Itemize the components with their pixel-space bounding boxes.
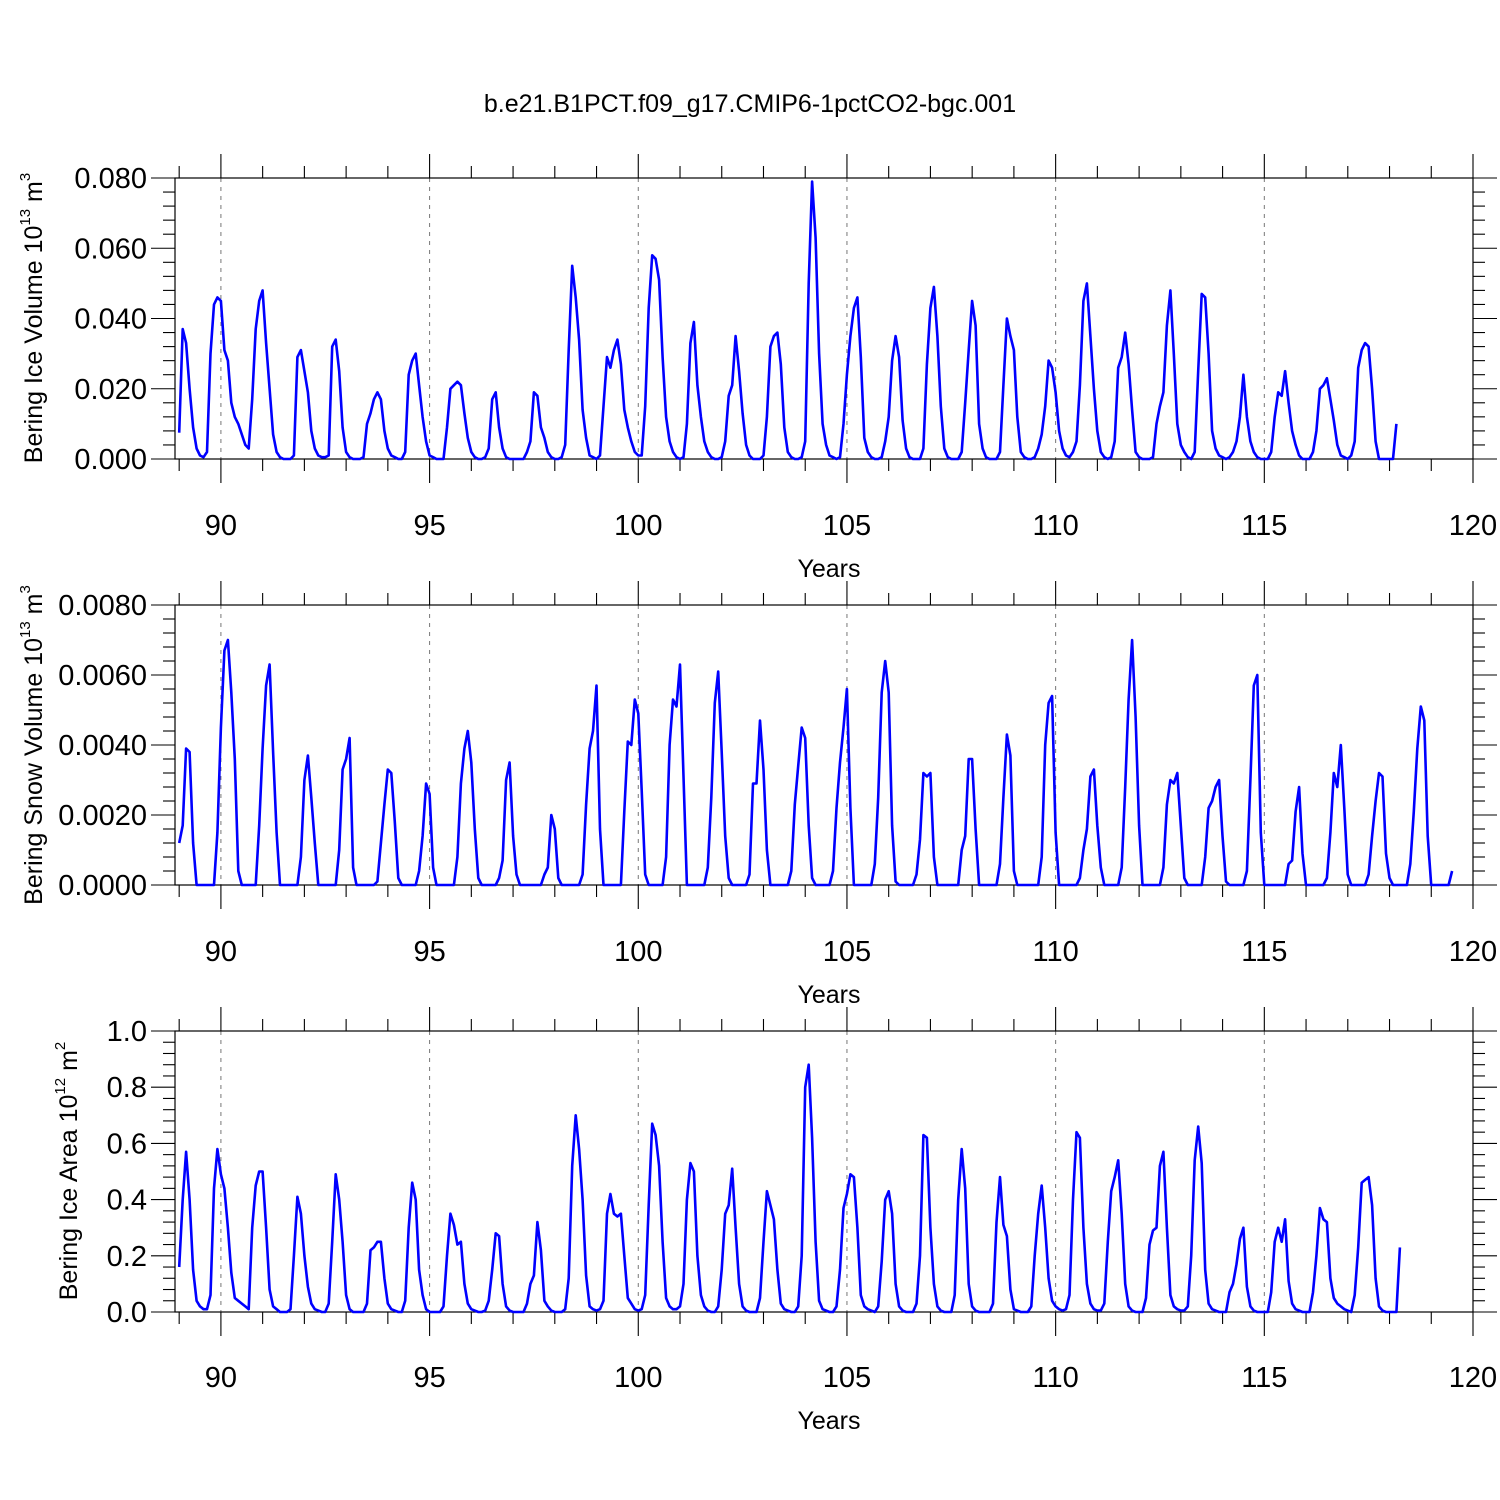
panel-1: 90 95 100 105 110 115 120 0.000 0.020 0.040 0.060 0… xyxy=(17,154,1497,583)
x-tick-label: 95 xyxy=(413,1362,445,1394)
series-line xyxy=(177,1063,1402,1314)
y-tick-label: 1.0 xyxy=(107,1016,147,1048)
x-axis-label: Years xyxy=(797,1407,860,1435)
y-tick-label: 0.8 xyxy=(107,1072,147,1104)
y-tick-label: 0.0000 xyxy=(58,870,147,902)
x-tick-label: 110 xyxy=(1033,510,1079,542)
chart-title: b.e21.B1PCT.f09_g17.CMIP6-1pctCO2-bgc.00… xyxy=(484,90,1016,118)
x-tick-label: 115 xyxy=(1241,510,1287,542)
y-tick-label: 0.000 xyxy=(74,444,147,476)
x-tick-label: 120 xyxy=(1449,936,1497,968)
x-tick-label: 110 xyxy=(1033,1362,1079,1394)
x-tick-label: 90 xyxy=(205,936,237,968)
x-tick-label: 110 xyxy=(1033,936,1079,968)
x-tick-label: 100 xyxy=(614,1362,662,1394)
y-tick-label: 0.6 xyxy=(107,1128,147,1160)
x-tick-label: 120 xyxy=(1449,1362,1497,1394)
x-tick-label: 100 xyxy=(614,510,662,542)
y-tick-label: 0.060 xyxy=(74,233,147,265)
y-axis-label: Bering Ice Area 1012 m2 xyxy=(52,1042,83,1301)
y-tick-label: 0.2 xyxy=(107,1241,147,1273)
x-tick-label: 90 xyxy=(205,510,237,542)
x-tick-label: 105 xyxy=(823,936,871,968)
panel-2: 90 95 100 105 110 115 120 0.0000 0.0020 0.0040 0.0… xyxy=(17,581,1497,1009)
y-tick-label: 0.020 xyxy=(74,374,147,406)
x-tick-label: 105 xyxy=(823,1362,871,1394)
x-tick-label: 115 xyxy=(1241,936,1287,968)
x-axis-label: Years xyxy=(797,981,860,1009)
y-tick-label: 0.0080 xyxy=(58,590,147,622)
x-tick-label: 90 xyxy=(205,1362,237,1394)
panel-3: 90 95 100 105 110 115 120 0.0 0.2 0.4 0.6 0.8 1.0 Yea… xyxy=(52,1007,1497,1435)
x-tick-label: 95 xyxy=(413,936,445,968)
x-tick-label: 100 xyxy=(614,936,662,968)
plot-frame xyxy=(174,604,1474,886)
y-tick-label: 0.0020 xyxy=(58,800,147,832)
y-tick-label: 0.0060 xyxy=(58,660,147,692)
x-axis-label: Years xyxy=(797,555,860,583)
y-tick-label: 0.0040 xyxy=(58,730,147,762)
y-tick-label: 0.0 xyxy=(107,1297,147,1329)
y-tick-label: 0.040 xyxy=(74,304,147,336)
x-tick-label: 120 xyxy=(1449,510,1497,542)
y-tick-label: 0.080 xyxy=(74,163,147,195)
y-tick-label: 0.4 xyxy=(107,1185,147,1217)
x-tick-label: 95 xyxy=(413,510,445,542)
plot-frame xyxy=(174,1030,1474,1313)
x-tick-label: 105 xyxy=(823,510,871,542)
y-axis-label: Bering Snow Volume 1013 m3 xyxy=(17,585,48,905)
series-line xyxy=(177,638,1454,887)
y-axis-label: Bering Ice Volume 1013 m3 xyxy=(17,173,48,463)
x-tick-label: 115 xyxy=(1241,1362,1287,1394)
series-line xyxy=(177,180,1398,461)
